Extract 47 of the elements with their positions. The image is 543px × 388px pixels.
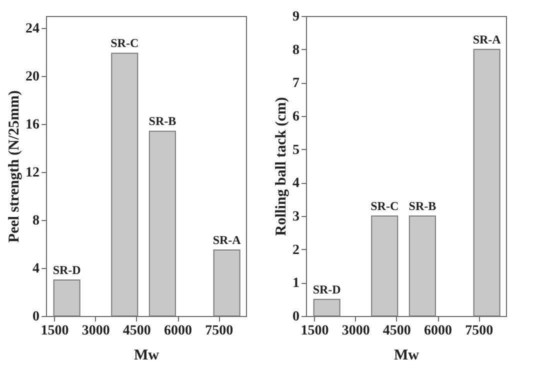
y-tick-label: 9 <box>292 10 300 24</box>
y-tick-label: 7 <box>292 76 300 92</box>
x-axis-title: Mw <box>134 348 160 364</box>
y-tick-label: 20 <box>26 70 40 84</box>
annotation: SR-A <box>212 233 242 247</box>
annotation: SR-D <box>312 282 342 296</box>
bar <box>213 250 240 316</box>
bar <box>148 130 176 316</box>
y-tick-label: 2 <box>292 242 300 258</box>
y-tick-label: 4 <box>292 176 300 192</box>
annotation: SR-B <box>408 199 436 213</box>
y-axis-title: Rolling ball tack (cm) <box>274 97 290 236</box>
x-tick-label: 7500 <box>205 324 234 338</box>
bar <box>473 48 500 316</box>
y-axis-title: Peel strength (N/25mm) <box>6 90 22 243</box>
x-tick-label: 3000 <box>342 324 370 338</box>
x-tick-label: 4500 <box>382 324 411 338</box>
x-axis-title: Mw <box>394 348 420 364</box>
x-tick-label: 6000 <box>164 324 192 338</box>
bar <box>53 280 80 316</box>
y-tick-label: 8 <box>32 214 40 228</box>
y-tick-label: 6 <box>292 110 300 124</box>
bar <box>111 52 138 316</box>
y-tick-label: 12 <box>26 166 40 180</box>
annotation: SR-A <box>472 32 502 46</box>
x-tick-label: 4500 <box>122 324 151 338</box>
y-tick-label: 8 <box>292 42 300 58</box>
bar <box>408 216 436 316</box>
y-tick-label: 0 <box>32 310 40 324</box>
x-tick-label: 1500 <box>300 324 329 338</box>
y-tick-label: 1 <box>292 276 300 292</box>
annotation: SR-C <box>110 36 139 50</box>
y-tick-label: 24 <box>26 22 40 36</box>
y-tick-label: 3 <box>292 210 300 224</box>
y-tick-label: 4 <box>32 262 40 276</box>
bar <box>371 216 398 316</box>
x-tick-label: 3000 <box>82 324 110 338</box>
bar <box>313 298 340 316</box>
x-tick-label: 6000 <box>424 324 452 338</box>
annotation: SR-D <box>52 263 82 277</box>
y-tick-label: 16 <box>26 118 40 132</box>
x-tick-label: 7500 <box>465 324 494 338</box>
annotation: SR-B <box>148 114 176 128</box>
x-tick-label: 1500 <box>40 324 69 338</box>
y-tick-label: 0 <box>292 310 300 324</box>
annotation: SR-C <box>370 199 399 213</box>
y-tick-label: 5 <box>292 142 300 158</box>
